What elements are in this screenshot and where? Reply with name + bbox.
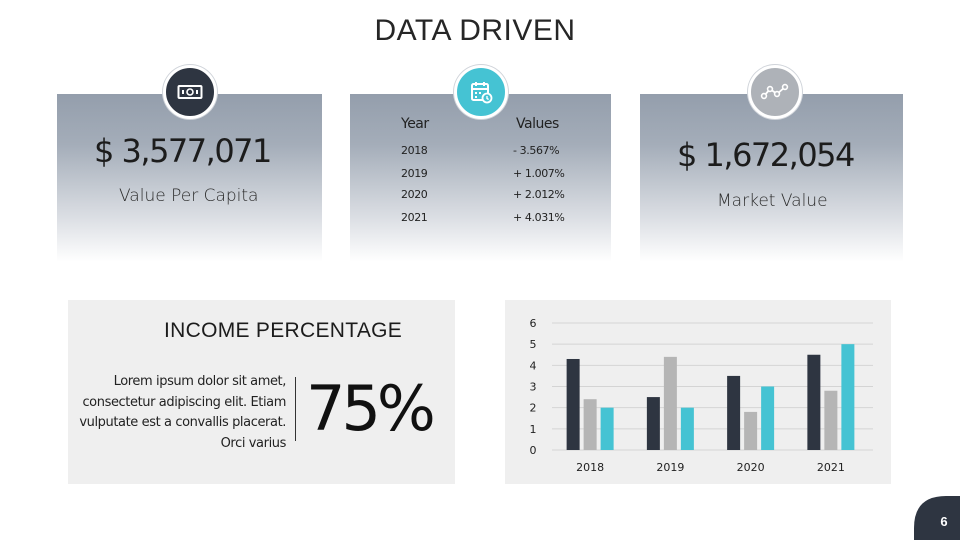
money-bill-icon [177,85,203,99]
value-per-capita-card [57,94,322,262]
market-value-amount: $ 1,672,054 [677,136,855,174]
value-per-capita-label: Value Per Capita [119,186,259,206]
y-tick-label: 6 [530,317,537,330]
y-tick-label: 3 [530,381,537,394]
bar [583,399,597,450]
money-icon-circle [163,65,217,119]
table-row-value: + 1.007% [513,167,565,180]
table-row-value: - 3.567% [513,144,560,157]
value-per-capita-amount: $ 3,577,071 [94,132,272,170]
y-tick-label: 0 [530,444,537,457]
bar [841,344,855,450]
page-number-badge: 6 [914,496,960,540]
x-tick-label: 2018 [576,461,604,474]
income-percentage-title: INCOME PERCENTAGE [164,319,403,342]
income-percentage-panel [68,300,455,484]
values-column-header: Values [516,116,559,132]
year-column-header: Year [401,116,429,132]
bar [646,397,660,450]
y-tick-label: 4 [530,359,537,372]
page-number: 6 [940,514,947,529]
x-tick-label: 2021 [817,461,845,474]
slide-title: DATA DRIVEN [374,14,576,47]
bar [824,390,838,450]
y-tick-label: 5 [530,338,537,351]
y-tick-label: 1 [530,423,537,436]
bar [761,386,775,450]
table-row-year: 2019 [401,167,428,180]
income-percentage-value: 75% [306,372,436,445]
bar-chart-panel: 0 1 2 3 4 5 6 2018 2019 2020 2021 [505,300,891,484]
y-tick-label: 2 [530,402,537,415]
vertical-divider [295,377,296,441]
bar [727,375,741,450]
trend-line-icon [760,83,789,100]
table-row-year: 2021 [401,211,428,224]
income-description: Lorem ipsum dolor sit amet, consectetur … [79,374,286,451]
calendar-clock-icon [471,82,493,104]
bar [744,411,758,450]
table-row-value: + 2.012% [513,188,565,201]
bar [680,407,694,450]
x-tick-label: 2019 [656,461,684,474]
trend-icon-circle [748,65,802,119]
market-value-label: Market Value [717,191,828,211]
bar [807,354,821,450]
bar [663,356,677,450]
calendar-icon-circle [454,65,508,119]
table-row-year: 2018 [401,144,428,157]
bar [566,358,580,450]
market-value-card [640,94,903,262]
bar [600,407,614,450]
bar-chart: 0 1 2 3 4 5 6 2018 2019 2020 2021 [530,317,873,474]
x-tick-label: 2020 [737,461,765,474]
yearly-values-card [350,94,611,262]
table-row-year: 2020 [401,188,428,201]
table-row-value: + 4.031% [513,211,565,224]
